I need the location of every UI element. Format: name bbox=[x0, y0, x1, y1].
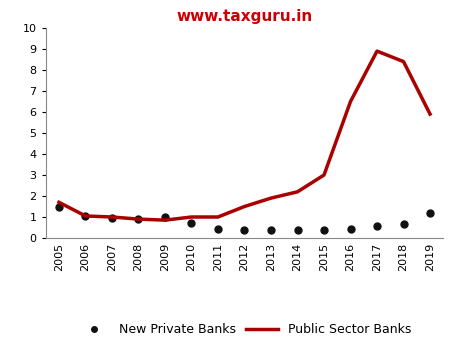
Title: www.taxguru.in: www.taxguru.in bbox=[176, 9, 313, 24]
Legend: New Private Banks, Public Sector Banks: New Private Banks, Public Sector Banks bbox=[73, 318, 416, 341]
